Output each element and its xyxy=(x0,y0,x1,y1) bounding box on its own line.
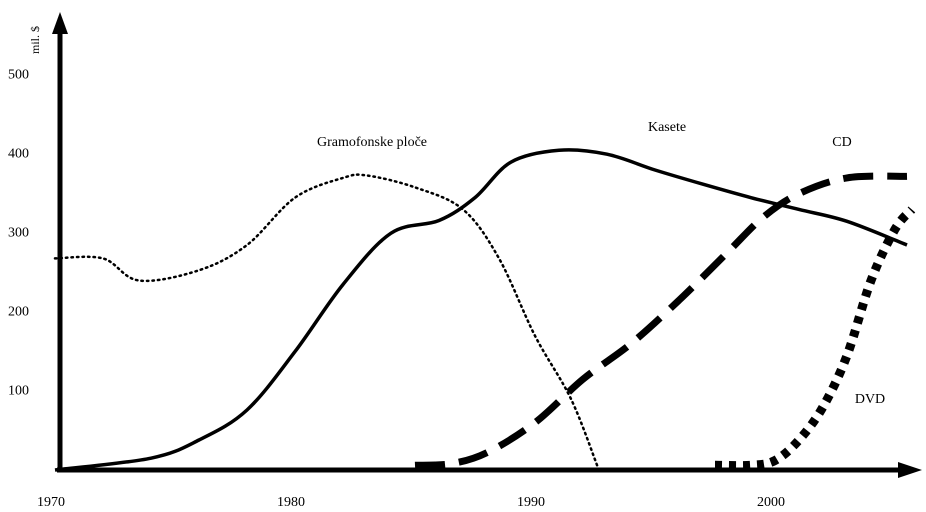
series-label: CD xyxy=(832,135,851,150)
x-tick-label: 1970 xyxy=(37,495,65,510)
y-axis-arrow xyxy=(52,12,68,34)
series-line xyxy=(54,148,908,472)
y-tick-label: 500 xyxy=(8,67,29,82)
y-tick-label: 200 xyxy=(8,304,29,319)
series-label: DVD xyxy=(855,392,885,407)
series-label: Gramofonske ploče xyxy=(317,135,427,150)
series-line xyxy=(714,206,916,471)
series-line xyxy=(414,172,908,469)
y-axis-label: mil. $ xyxy=(28,26,42,54)
x-tick-label: 1990 xyxy=(517,495,545,510)
x-axis-arrow xyxy=(898,462,922,478)
series-line xyxy=(53,173,599,468)
x-tick-label: 2000 xyxy=(757,495,785,510)
y-tick-label: 300 xyxy=(8,225,29,240)
series-label: Kasete xyxy=(648,120,686,135)
y-tick-label: 400 xyxy=(8,146,29,161)
x-tick-label: 1980 xyxy=(277,495,305,510)
y-tick-label: 100 xyxy=(8,383,29,398)
